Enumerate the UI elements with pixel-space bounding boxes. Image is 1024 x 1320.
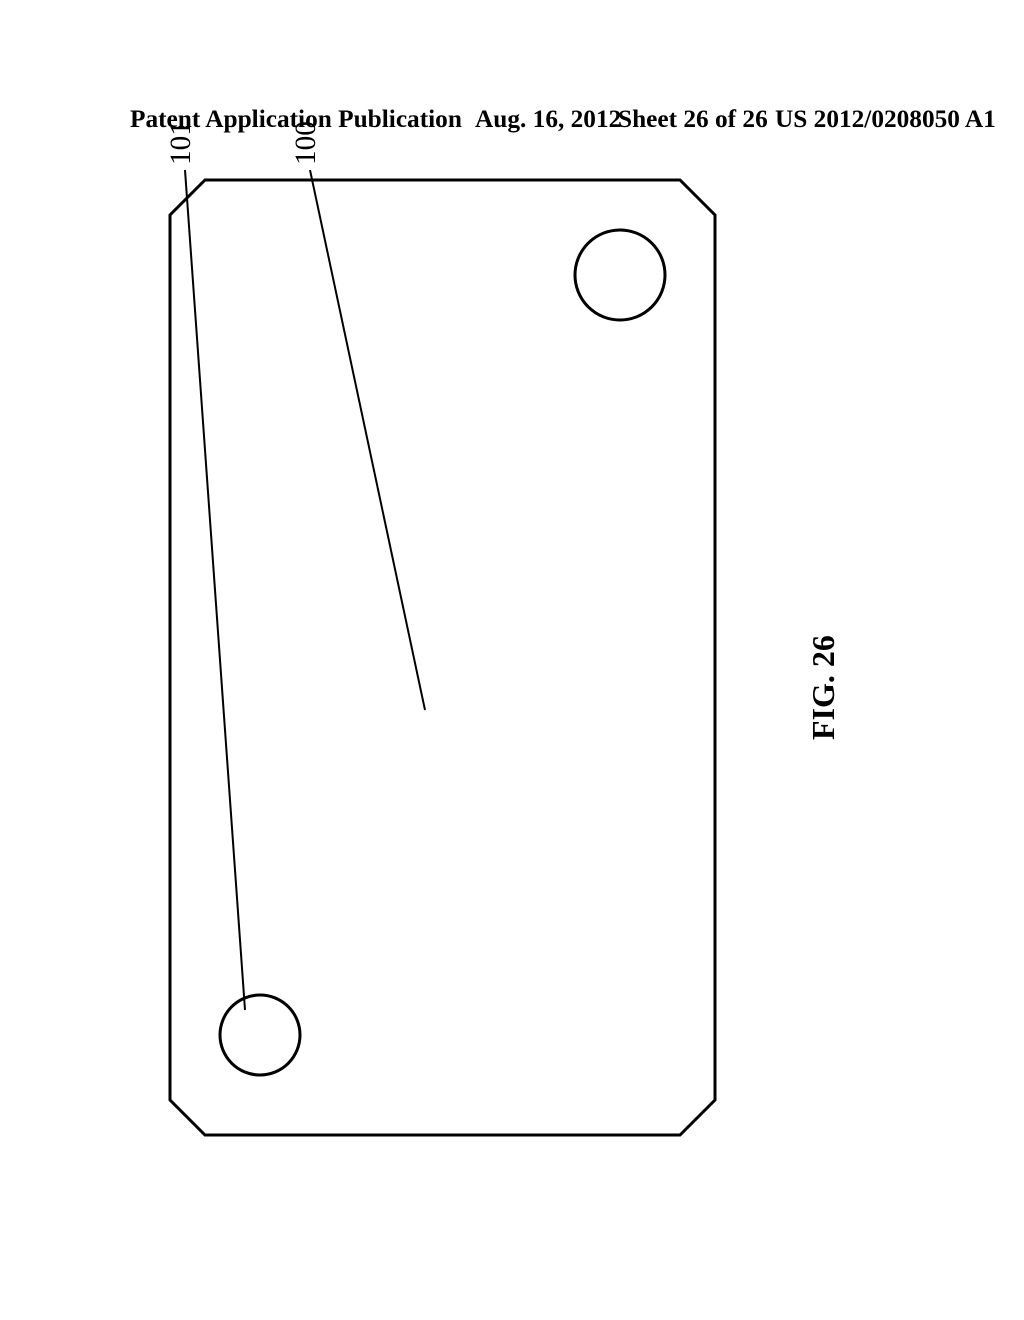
ref-label-100: 100 [290, 121, 323, 165]
publication-number: US 2012/0208050 A1 [775, 105, 996, 134]
page-header: Patent Application Publication Aug. 16, … [0, 0, 1024, 130]
plate-outline [170, 180, 715, 1135]
sheet-number: Sheet 26 of 26 [618, 105, 768, 134]
figure-svg [130, 170, 770, 1150]
hole-2 [575, 230, 665, 320]
figure-area [130, 170, 770, 1150]
leader-line-100 [310, 170, 425, 710]
hole-1 [220, 995, 300, 1075]
ref-label-101: 101 [165, 121, 198, 165]
publication-date: Aug. 16, 2012 [475, 105, 621, 134]
leader-line-101 [185, 170, 245, 1010]
figure-caption: FIG. 26 [805, 635, 842, 740]
